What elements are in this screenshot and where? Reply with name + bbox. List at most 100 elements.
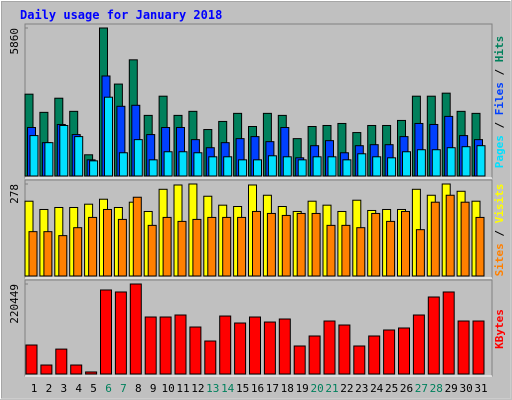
x-tick-label: 19	[296, 382, 309, 395]
bar	[88, 216, 98, 277]
bar	[174, 314, 187, 375]
bar	[238, 159, 248, 177]
bar	[293, 345, 306, 375]
bar	[457, 320, 470, 375]
bar	[44, 142, 54, 177]
bar	[132, 196, 142, 277]
bar	[55, 348, 68, 375]
bar	[460, 201, 470, 277]
bar	[147, 224, 157, 277]
bar	[371, 212, 381, 277]
bar	[356, 227, 366, 277]
bar	[177, 220, 187, 277]
x-tick-label: 27	[415, 382, 428, 395]
bar	[341, 224, 351, 277]
y-tick-label: 5860	[8, 28, 21, 55]
bar	[103, 208, 112, 277]
bar	[266, 212, 276, 277]
x-tick-label: 31	[474, 382, 487, 395]
bar	[342, 159, 352, 177]
bar	[204, 340, 217, 375]
bar	[338, 324, 351, 375]
bar	[163, 151, 173, 177]
x-tick-label: 20	[310, 382, 323, 395]
legend-entry: Sites	[493, 243, 506, 276]
bar	[267, 155, 277, 177]
legend-entry: Hits	[493, 36, 506, 63]
bar	[387, 157, 397, 177]
legend-entry: KBytes	[493, 309, 506, 349]
bar	[25, 344, 38, 375]
x-tick-label: 5	[90, 382, 97, 395]
bar	[234, 322, 247, 375]
bar	[282, 156, 292, 177]
bar	[252, 210, 261, 277]
bar	[442, 291, 455, 375]
bar	[461, 146, 471, 177]
x-tick-label: 16	[251, 382, 264, 395]
x-tick-label: 1	[31, 382, 38, 395]
bar	[28, 231, 38, 277]
bar	[353, 345, 366, 375]
bar	[430, 201, 440, 277]
bar	[475, 216, 485, 277]
bar	[189, 326, 202, 375]
bar	[144, 316, 157, 375]
bar	[104, 96, 113, 177]
x-tick-label: 18	[281, 382, 294, 395]
bar	[59, 124, 69, 177]
x-tick-label: 23	[355, 382, 368, 395]
bar	[117, 218, 127, 277]
bar	[402, 151, 411, 177]
legend-separator: /	[493, 62, 506, 82]
bar	[357, 153, 367, 177]
bar	[263, 321, 276, 375]
x-tick-label: 30	[459, 382, 472, 395]
chart-title: Daily usage for January 2018	[20, 8, 222, 22]
bar	[308, 335, 321, 375]
bar	[311, 212, 321, 277]
bar	[159, 316, 172, 375]
legend-entry: Files	[493, 82, 506, 115]
bar	[281, 214, 291, 277]
bar	[208, 156, 218, 177]
bar	[162, 216, 172, 277]
legend: Sites / Visits	[493, 184, 506, 277]
x-tick-label: 10	[161, 382, 174, 395]
bar	[412, 314, 425, 375]
x-tick-label: 7	[120, 382, 127, 395]
bar	[401, 210, 410, 277]
legend: KBytes	[493, 309, 506, 349]
bar	[372, 156, 382, 177]
bar	[114, 291, 127, 375]
x-tick-label: 14	[221, 382, 235, 395]
x-tick-label: 8	[135, 382, 142, 395]
bar	[100, 289, 112, 375]
x-tick-label: 13	[206, 382, 219, 395]
x-tick-label: 3	[60, 382, 67, 395]
bar	[70, 364, 83, 375]
bar	[427, 296, 440, 375]
bar	[207, 216, 217, 277]
bar	[178, 151, 188, 177]
x-tick-label: 29	[445, 382, 458, 395]
bar	[445, 194, 455, 277]
bar	[323, 320, 336, 375]
bar	[43, 231, 53, 277]
bar	[472, 320, 485, 375]
bar	[278, 318, 291, 375]
x-tick-label: 9	[150, 382, 157, 395]
x-tick-label: 12	[191, 382, 204, 395]
bar	[297, 159, 307, 177]
bar	[249, 316, 261, 375]
x-tick-label: 2	[46, 382, 53, 395]
bar	[415, 229, 425, 277]
x-tick-label: 21	[325, 382, 338, 395]
bar	[312, 156, 322, 177]
bar	[29, 135, 39, 177]
x-tick-label: 6	[105, 382, 112, 395]
bar	[296, 212, 306, 277]
